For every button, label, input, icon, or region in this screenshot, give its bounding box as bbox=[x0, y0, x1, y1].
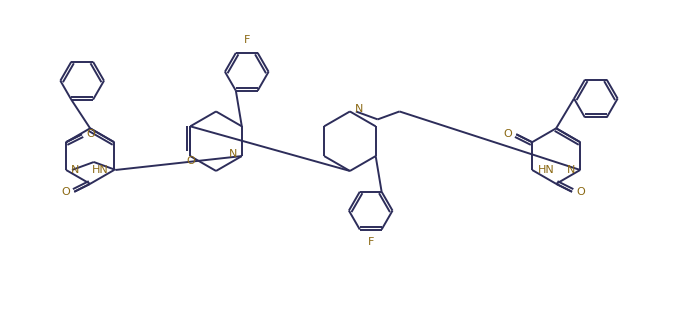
Text: O: O bbox=[503, 129, 512, 139]
Text: F: F bbox=[367, 237, 374, 247]
Text: HN: HN bbox=[538, 165, 555, 175]
Text: N: N bbox=[355, 105, 363, 115]
Text: N: N bbox=[228, 149, 237, 159]
Text: F: F bbox=[243, 35, 250, 45]
Text: HN: HN bbox=[92, 165, 108, 175]
Text: N: N bbox=[567, 165, 576, 175]
Text: O: O bbox=[186, 156, 195, 166]
Text: O: O bbox=[61, 187, 70, 197]
Text: O: O bbox=[87, 129, 95, 139]
Text: N: N bbox=[71, 165, 79, 175]
Text: O: O bbox=[576, 187, 585, 197]
